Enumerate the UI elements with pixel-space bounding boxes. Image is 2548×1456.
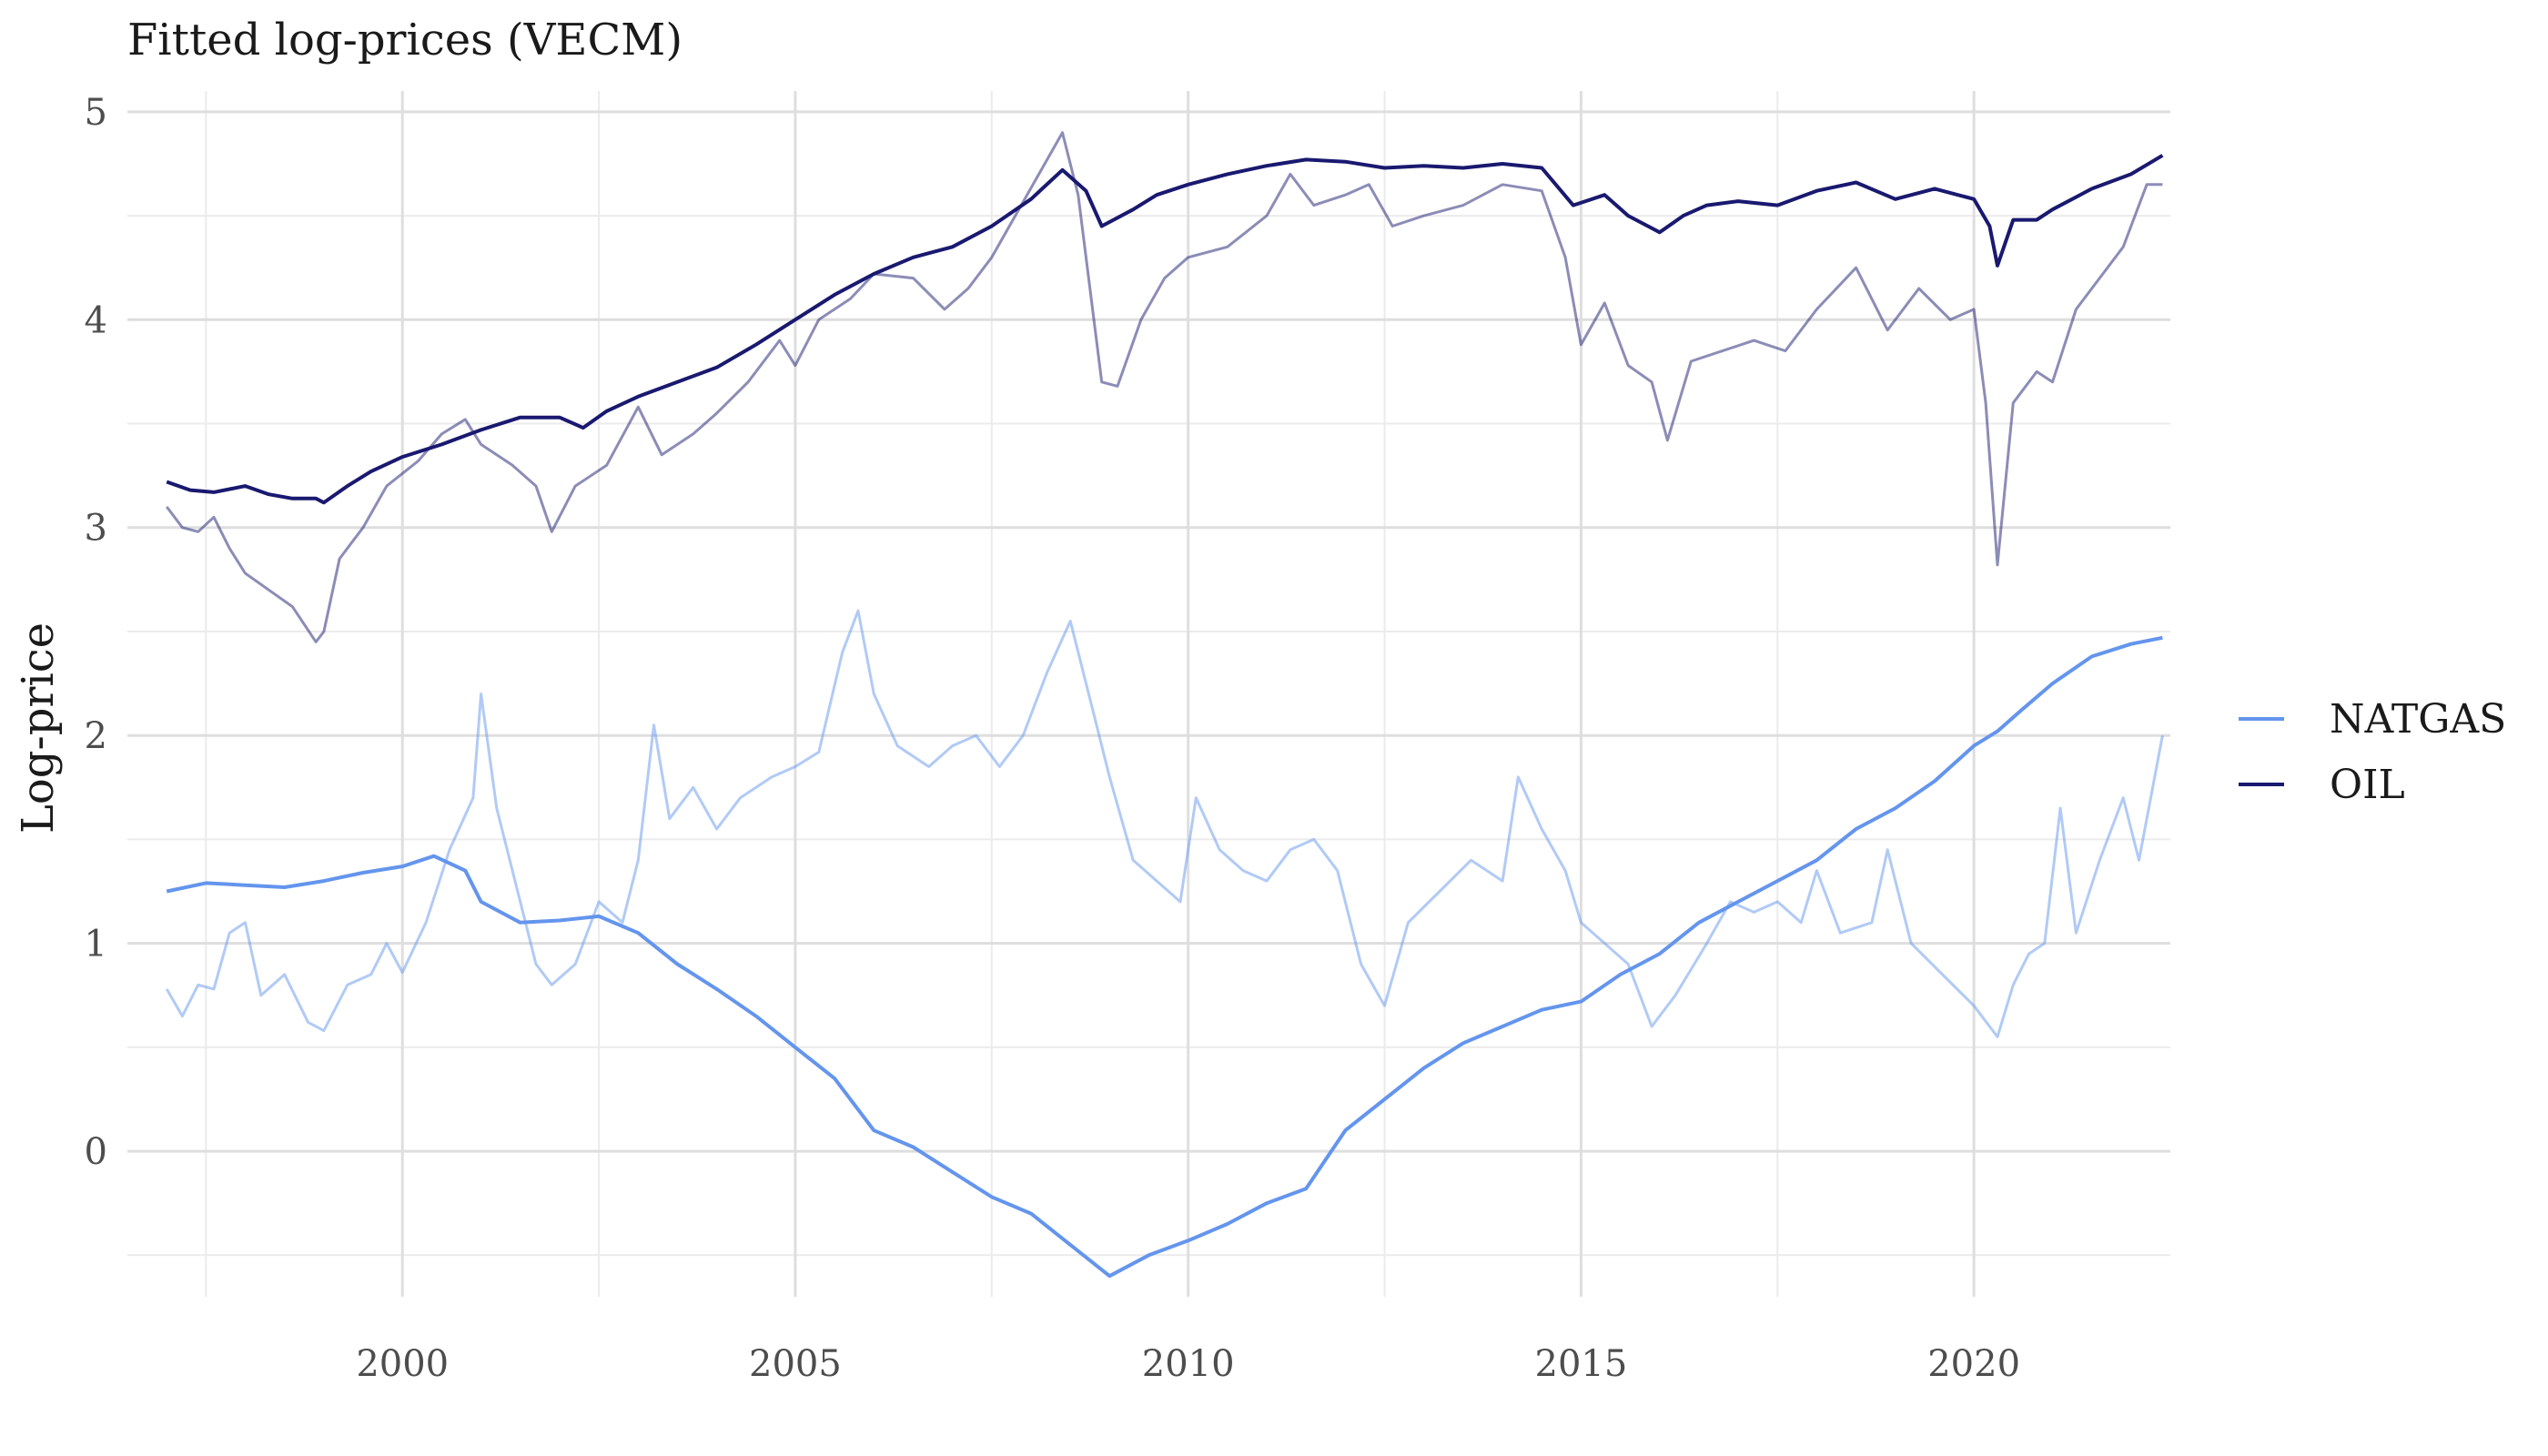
- x-tick-label: 2020: [1927, 1343, 2020, 1385]
- series-line-oil-observed: [166, 131, 2163, 643]
- x-axis-ticks: 2000 2005 2010 2015 2020: [356, 1343, 2020, 1385]
- chart-title: Fitted log-prices (VECM): [127, 15, 682, 66]
- x-tick-label: 2015: [1535, 1343, 1628, 1385]
- series-lines: [165, 131, 2164, 1279]
- y-tick-label: 0: [85, 1131, 107, 1173]
- y-axis-ticks: 0 1 2 3 4 5: [85, 92, 107, 1173]
- y-tick-label: 2: [85, 715, 107, 757]
- y-axis-title: Log-price: [13, 622, 64, 834]
- gridlines: [127, 91, 2170, 1297]
- series-line-oil-fitted: [166, 154, 2164, 505]
- legend-label-oil: OIL: [2330, 762, 2405, 808]
- legend: NATGAS OIL: [2239, 696, 2506, 808]
- x-tick-label: 2010: [1142, 1343, 1235, 1385]
- y-tick-label: 3: [85, 508, 107, 550]
- x-tick-label: 2005: [749, 1343, 842, 1385]
- y-tick-label: 4: [85, 299, 107, 341]
- series-line-natgas-observed: [165, 609, 2164, 1038]
- legend-label-natgas: NATGAS: [2330, 696, 2506, 743]
- y-tick-label: 1: [85, 924, 107, 966]
- series-line-natgas-fitted: [166, 635, 2163, 1279]
- x-tick-label: 2000: [356, 1343, 449, 1385]
- y-tick-label: 5: [85, 92, 107, 134]
